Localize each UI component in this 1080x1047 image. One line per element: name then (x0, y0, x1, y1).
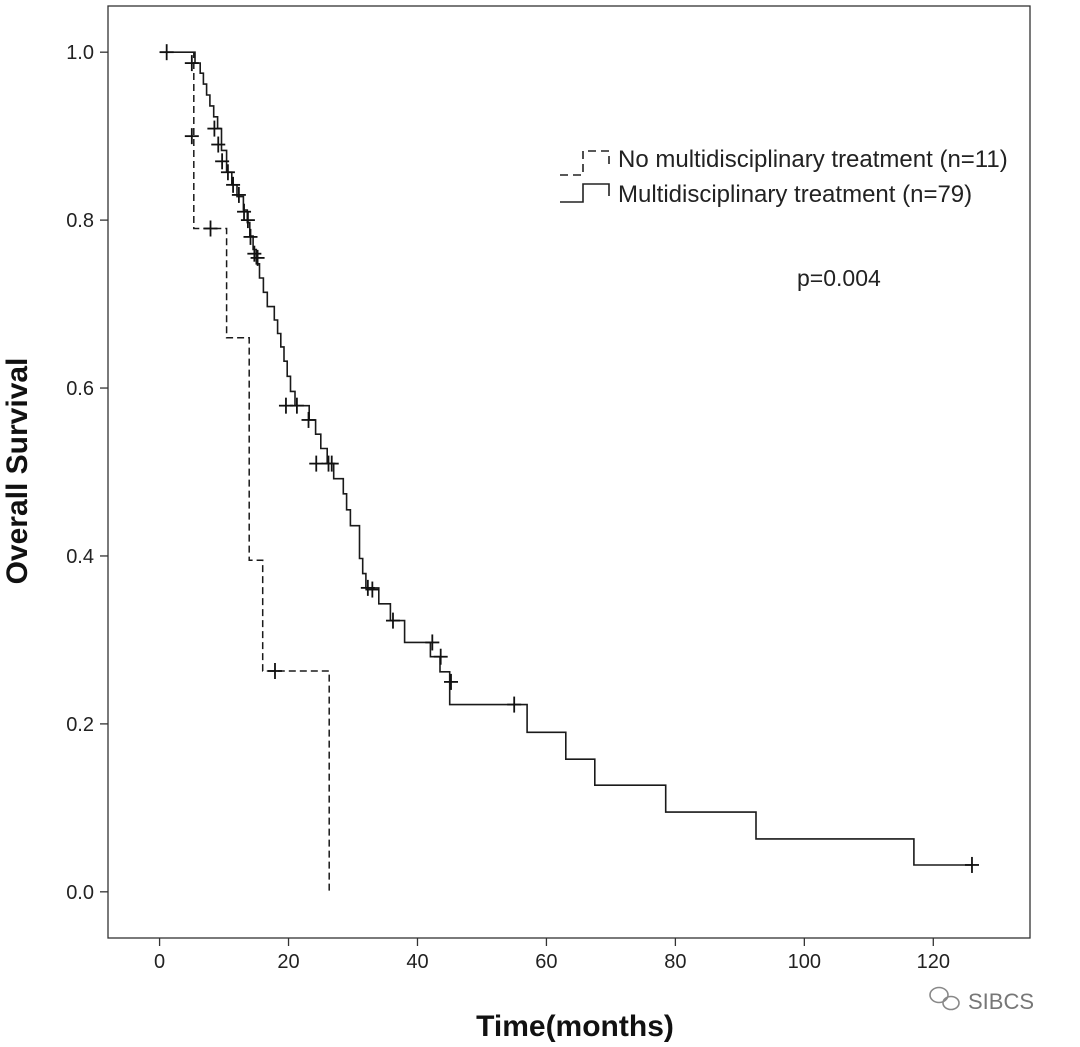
censor-mark-multi-6 (231, 186, 246, 203)
censor-mark-multi-9 (243, 228, 258, 245)
x-tick-label-80: 80 (664, 951, 686, 973)
censor-mark-no-multi-1 (184, 128, 199, 145)
censor-mark-multi-24 (507, 696, 522, 713)
x-tick-label-100: 100 (788, 951, 821, 973)
censor-mark-no-multi-2 (203, 220, 218, 237)
x-tick-label-120: 120 (917, 951, 950, 973)
y-tick-label-0: 0.0 (66, 882, 94, 904)
censor-mark-multi-17 (324, 455, 339, 472)
watermark: SIBCS (929, 986, 1034, 1014)
y-axis-title: Overall Survival (1, 358, 34, 585)
legend-swatch-no-multidisciplinary (560, 150, 610, 176)
x-tick-label-40: 40 (406, 951, 428, 973)
y-tick-label-1: 1.0 (66, 42, 94, 64)
x-axis-title: Time(months) (476, 1010, 674, 1043)
censor-mark-multi-23 (444, 673, 459, 690)
censor-mark-multi-5 (226, 176, 241, 193)
censor-mark-multi-2 (211, 136, 226, 153)
censor-mark-multi-20 (385, 612, 400, 629)
censor-mark-multi-11 (250, 249, 265, 266)
censor-mark-no-multi-0 (159, 44, 174, 61)
p-value-annotation: p=0.004 (797, 265, 881, 291)
censor-mark-multi-25 (964, 856, 979, 873)
censor-mark-multi-7 (237, 203, 252, 220)
censor-mark-multi-22 (433, 648, 448, 665)
censor-mark-multi-10 (247, 245, 262, 262)
series-line-no-multidisciplinary (159, 51, 330, 892)
plot-frame (107, 5, 1031, 939)
legend-label-no-multidisciplinary: No multidisciplinary treatment (n=11) (618, 146, 1008, 173)
legend-label-multidisciplinary: Multidisciplinary treatment (n=79) (618, 181, 972, 208)
wechat-icon (929, 986, 960, 1011)
y-tick-label-0.4: 0.4 (66, 546, 94, 568)
censor-mark-multi-13 (289, 397, 304, 414)
censor-mark-multi-8 (240, 212, 255, 229)
censor-mark-no-multi-3 (267, 662, 282, 679)
x-tick-label-20: 20 (277, 951, 299, 973)
censor-mark-multi-14 (301, 411, 316, 428)
x-tick-label-60: 60 (535, 951, 557, 973)
censor-mark-multi-21 (425, 634, 440, 651)
censor-mark-multi-0 (184, 55, 199, 72)
censor-mark-multi-19 (365, 581, 380, 598)
y-tick-label-0.2: 0.2 (66, 714, 94, 736)
y-tick-label-0.8: 0.8 (66, 210, 94, 232)
censor-mark-multi-1 (207, 120, 222, 137)
censor-mark-multi-4 (220, 164, 235, 181)
legend-swatch-multidisciplinary (560, 183, 610, 203)
censor-mark-multi-15 (309, 455, 324, 472)
series-line-multidisciplinary (159, 51, 972, 866)
y-tick-label-0.6: 0.6 (66, 378, 94, 400)
legend: No multidisciplinary treatment (n=11) Mu… (560, 146, 1008, 208)
censor-mark-multi-3 (215, 153, 230, 170)
x-tick-label-0: 0 (154, 951, 165, 973)
watermark-text: SIBCS (968, 989, 1034, 1014)
